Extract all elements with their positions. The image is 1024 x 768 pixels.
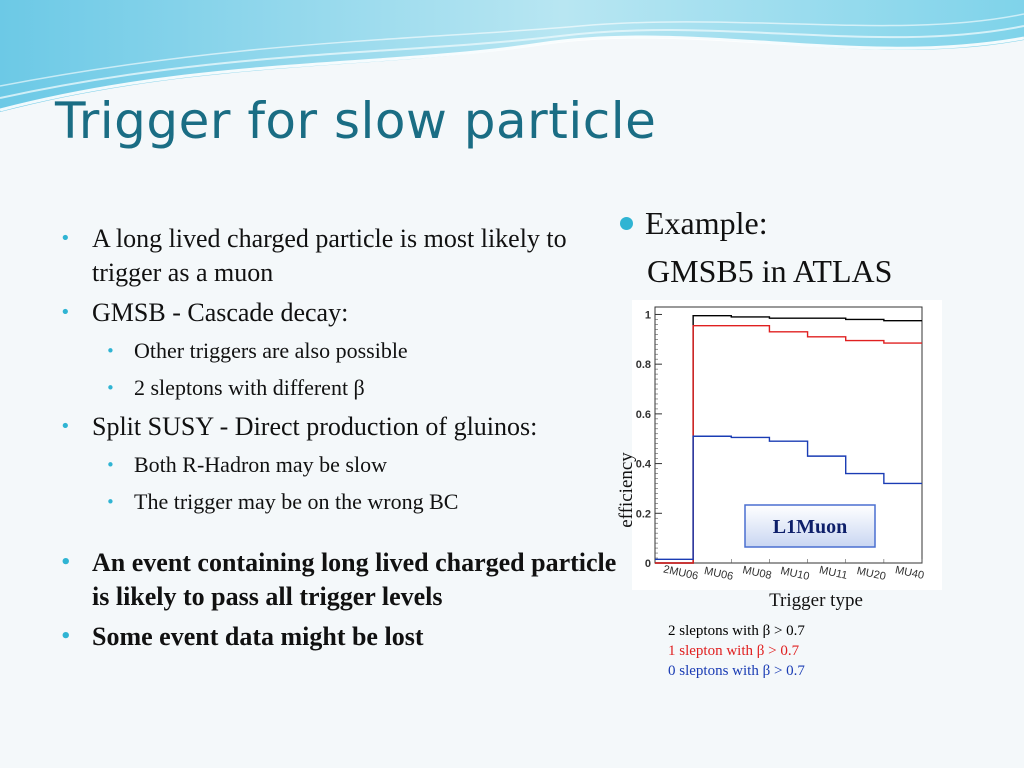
example-detail: GMSB5 in ATLAS [647, 253, 893, 289]
bullet-dot-icon: • [106, 493, 115, 511]
x-tick-label: MU08 [741, 564, 772, 582]
bullet-dot-icon: • [60, 552, 72, 573]
sub-bullet-item: • 2 sleptons with different β [60, 373, 620, 403]
bullet-list: • A long lived charged particle is most l… [60, 222, 620, 660]
bullet-item: • Some event data might be lost [60, 620, 620, 654]
bullet-dot-icon [620, 217, 633, 231]
annotation-box: L1Muon [744, 504, 876, 548]
example-label: Example: [645, 205, 768, 241]
bullet-text: Both R-Hadron may be slow [134, 452, 387, 477]
series-line [655, 324, 922, 564]
bullet-item: • An event containing long lived charged … [60, 546, 620, 614]
x-tick-label: MU10 [779, 565, 810, 583]
bullet-dot-icon: • [60, 416, 71, 437]
spacer [60, 524, 620, 546]
bullet-dot-icon: • [106, 379, 115, 397]
series-line [655, 435, 922, 560]
annotation-label: L1Muon [773, 516, 847, 538]
bullet-item: • GMSB - Cascade decay: [60, 296, 620, 330]
bullet-text: Other triggers are also possible [134, 338, 408, 363]
x-axis-label: Trigger type [769, 590, 863, 611]
bullet-text: The trigger may be on the wrong BC [134, 489, 459, 514]
example-heading: Example: [620, 205, 768, 242]
slide-title: Trigger for slow particle [55, 92, 657, 150]
bullet-dot-icon: • [106, 456, 115, 474]
bullet-item: • Split SUSY - Direct production of gluin… [60, 410, 620, 444]
bullet-dot-icon: • [106, 342, 115, 360]
x-tick-label: MU40 [894, 564, 925, 582]
series-line [655, 314, 922, 564]
y-tick-label: 0.8 [636, 359, 651, 371]
bullet-text: Some event data might be lost [92, 622, 424, 651]
bullet-text: Split SUSY - Direct production of gluino… [92, 412, 538, 441]
y-tick-label: 0.6 [636, 409, 651, 421]
y-tick-label: 0.4 [636, 459, 652, 471]
annotation-box-bg [744, 504, 876, 548]
plot-frame [654, 306, 923, 564]
legend-item-zero-sleptons: 0 sleptons with β > 0.7 [668, 663, 805, 679]
y-tick-label: 0 [645, 558, 651, 570]
bullet-text: GMSB - Cascade decay: [92, 298, 349, 327]
bullet-dot-icon: • [60, 302, 71, 323]
legend-item-two-sleptons: 2 sleptons with β > 0.7 [668, 623, 805, 639]
y-tick-label: 0.2 [636, 508, 651, 520]
chart-legend: 2 sleptons with β > 0.7 1 slepton with β… [668, 621, 805, 681]
x-tick-label: MU20 [856, 565, 887, 583]
y-axis-label: efficiency [616, 452, 637, 528]
header-wave-decoration [0, 0, 1024, 112]
legend-item-one-slepton: 1 slepton with β > 0.7 [668, 643, 800, 659]
sub-bullet-item: • The trigger may be on the wrong BC [60, 487, 620, 517]
sub-bullet-item: • Both R-Hadron may be slow [60, 450, 620, 480]
bullet-dot-icon: • [60, 228, 71, 249]
bullet-text: 2 sleptons with different β [134, 375, 365, 400]
x-tick-label: MU11 [818, 564, 848, 582]
y-tick-label: 1 [645, 309, 651, 321]
bullet-item: • A long lived charged particle is most l… [60, 222, 620, 290]
bullet-text: A long lived charged particle is most li… [92, 224, 567, 287]
x-tick-label: MU06 [703, 565, 734, 583]
bullet-dot-icon: • [60, 626, 72, 647]
sub-bullet-item: • Other triggers are also possible [60, 336, 620, 366]
bullet-text: An event containing long lived charged p… [92, 548, 617, 611]
